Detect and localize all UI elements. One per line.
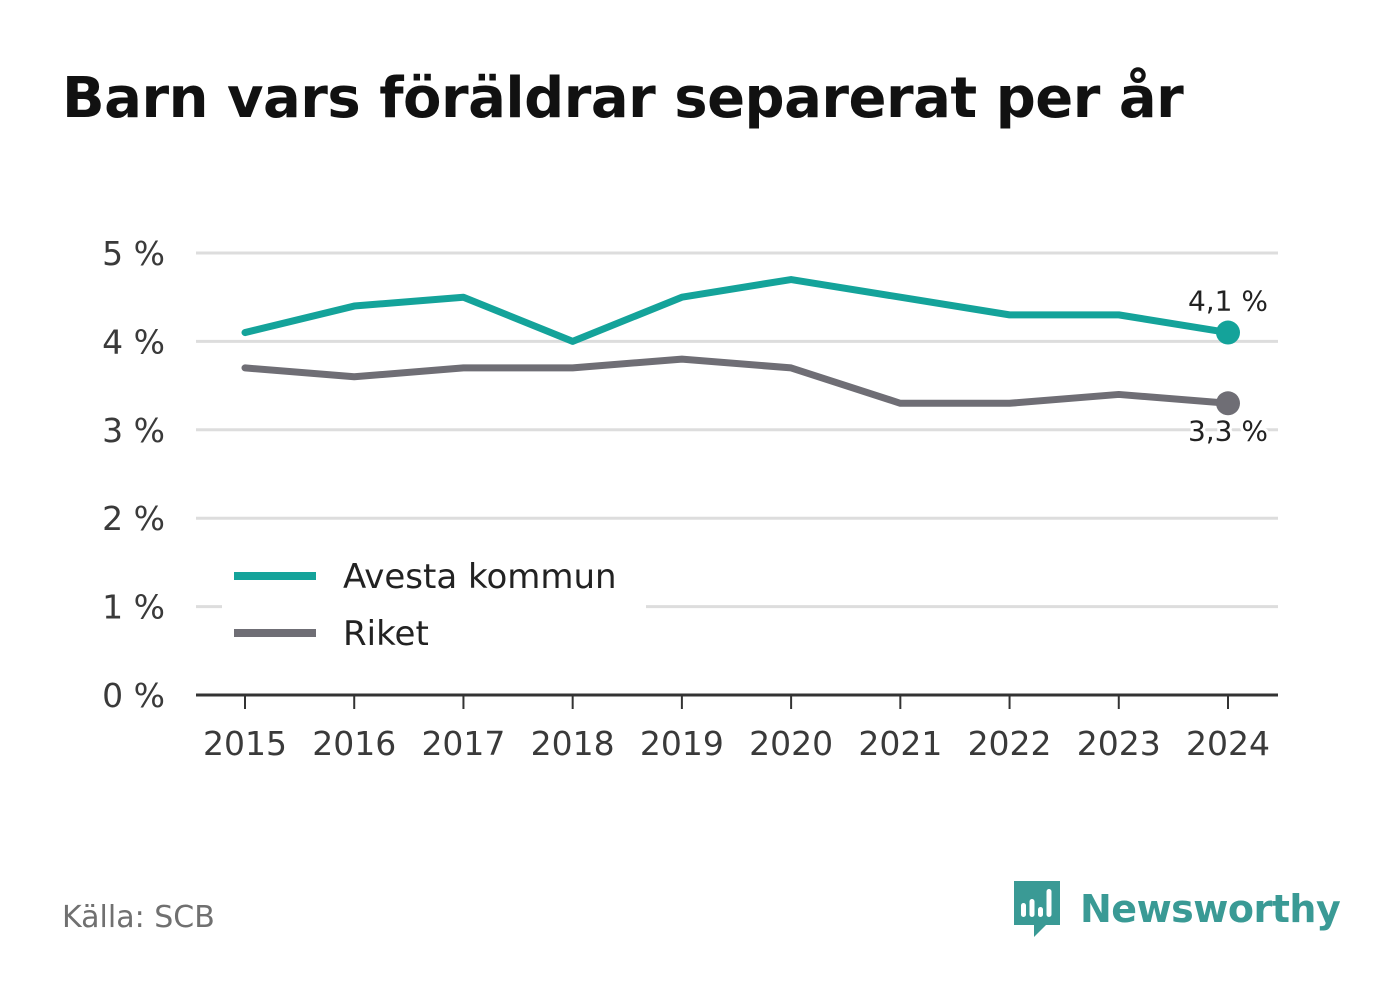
x-tick-label: 2022 — [968, 724, 1052, 763]
series-line — [241, 276, 1232, 345]
series-line — [241, 355, 1232, 407]
source-note: Källa: SCB — [62, 900, 215, 935]
end-point — [1216, 320, 1240, 345]
x-tick-label: 2023 — [1077, 724, 1161, 763]
end-value-label: 3,3 % — [1188, 414, 1268, 447]
x-tick-label: 2020 — [749, 724, 833, 763]
x-tick-label: 2019 — [640, 724, 724, 763]
x-tick-label: 2016 — [312, 724, 396, 763]
newsworthy-logo-icon — [1014, 881, 1060, 937]
legend-label: Riket — [343, 614, 429, 654]
y-tick-label: 2 % — [102, 499, 165, 538]
legend-background — [222, 548, 646, 664]
y-axis-ticks: 0 % 1 % 2 % 3 % 4 % 5 % — [102, 234, 165, 715]
x-axis: 2015 2016 2017 2018 2019 2020 2021 2022 2023 2024 — [196, 693, 1278, 763]
series-lines — [241, 276, 1240, 416]
end-point — [1216, 391, 1240, 416]
y-tick-label: 4 % — [102, 322, 165, 361]
end-labels: 4,1 % 3,3 % — [1185, 282, 1271, 451]
brand-logo: Newsworthy — [1012, 878, 1341, 940]
y-tick-label: 5 % — [102, 234, 165, 273]
y-tick-label: 0 % — [102, 676, 165, 715]
legend-label: Avesta kommun — [343, 557, 617, 597]
y-tick-label: 3 % — [102, 411, 165, 450]
x-tick-label: 2024 — [1186, 724, 1270, 763]
x-tick-label: 2015 — [203, 724, 287, 763]
end-value-label: 4,1 % — [1188, 285, 1268, 318]
line-chart: 0 % 1 % 2 % 3 % 4 % 5 % Avesta kommun Riket 20… — [102, 234, 1278, 763]
chart-title: Barn vars föräldrar separerat per år — [62, 66, 1184, 131]
legend: Avesta kommun Riket — [222, 548, 646, 664]
x-tick-label: 2021 — [858, 724, 942, 763]
brand-name: Newsworthy — [1080, 887, 1341, 931]
x-tick-label: 2017 — [421, 724, 505, 763]
y-tick-label: 1 % — [102, 588, 165, 627]
x-tick-label: 2018 — [531, 724, 615, 763]
